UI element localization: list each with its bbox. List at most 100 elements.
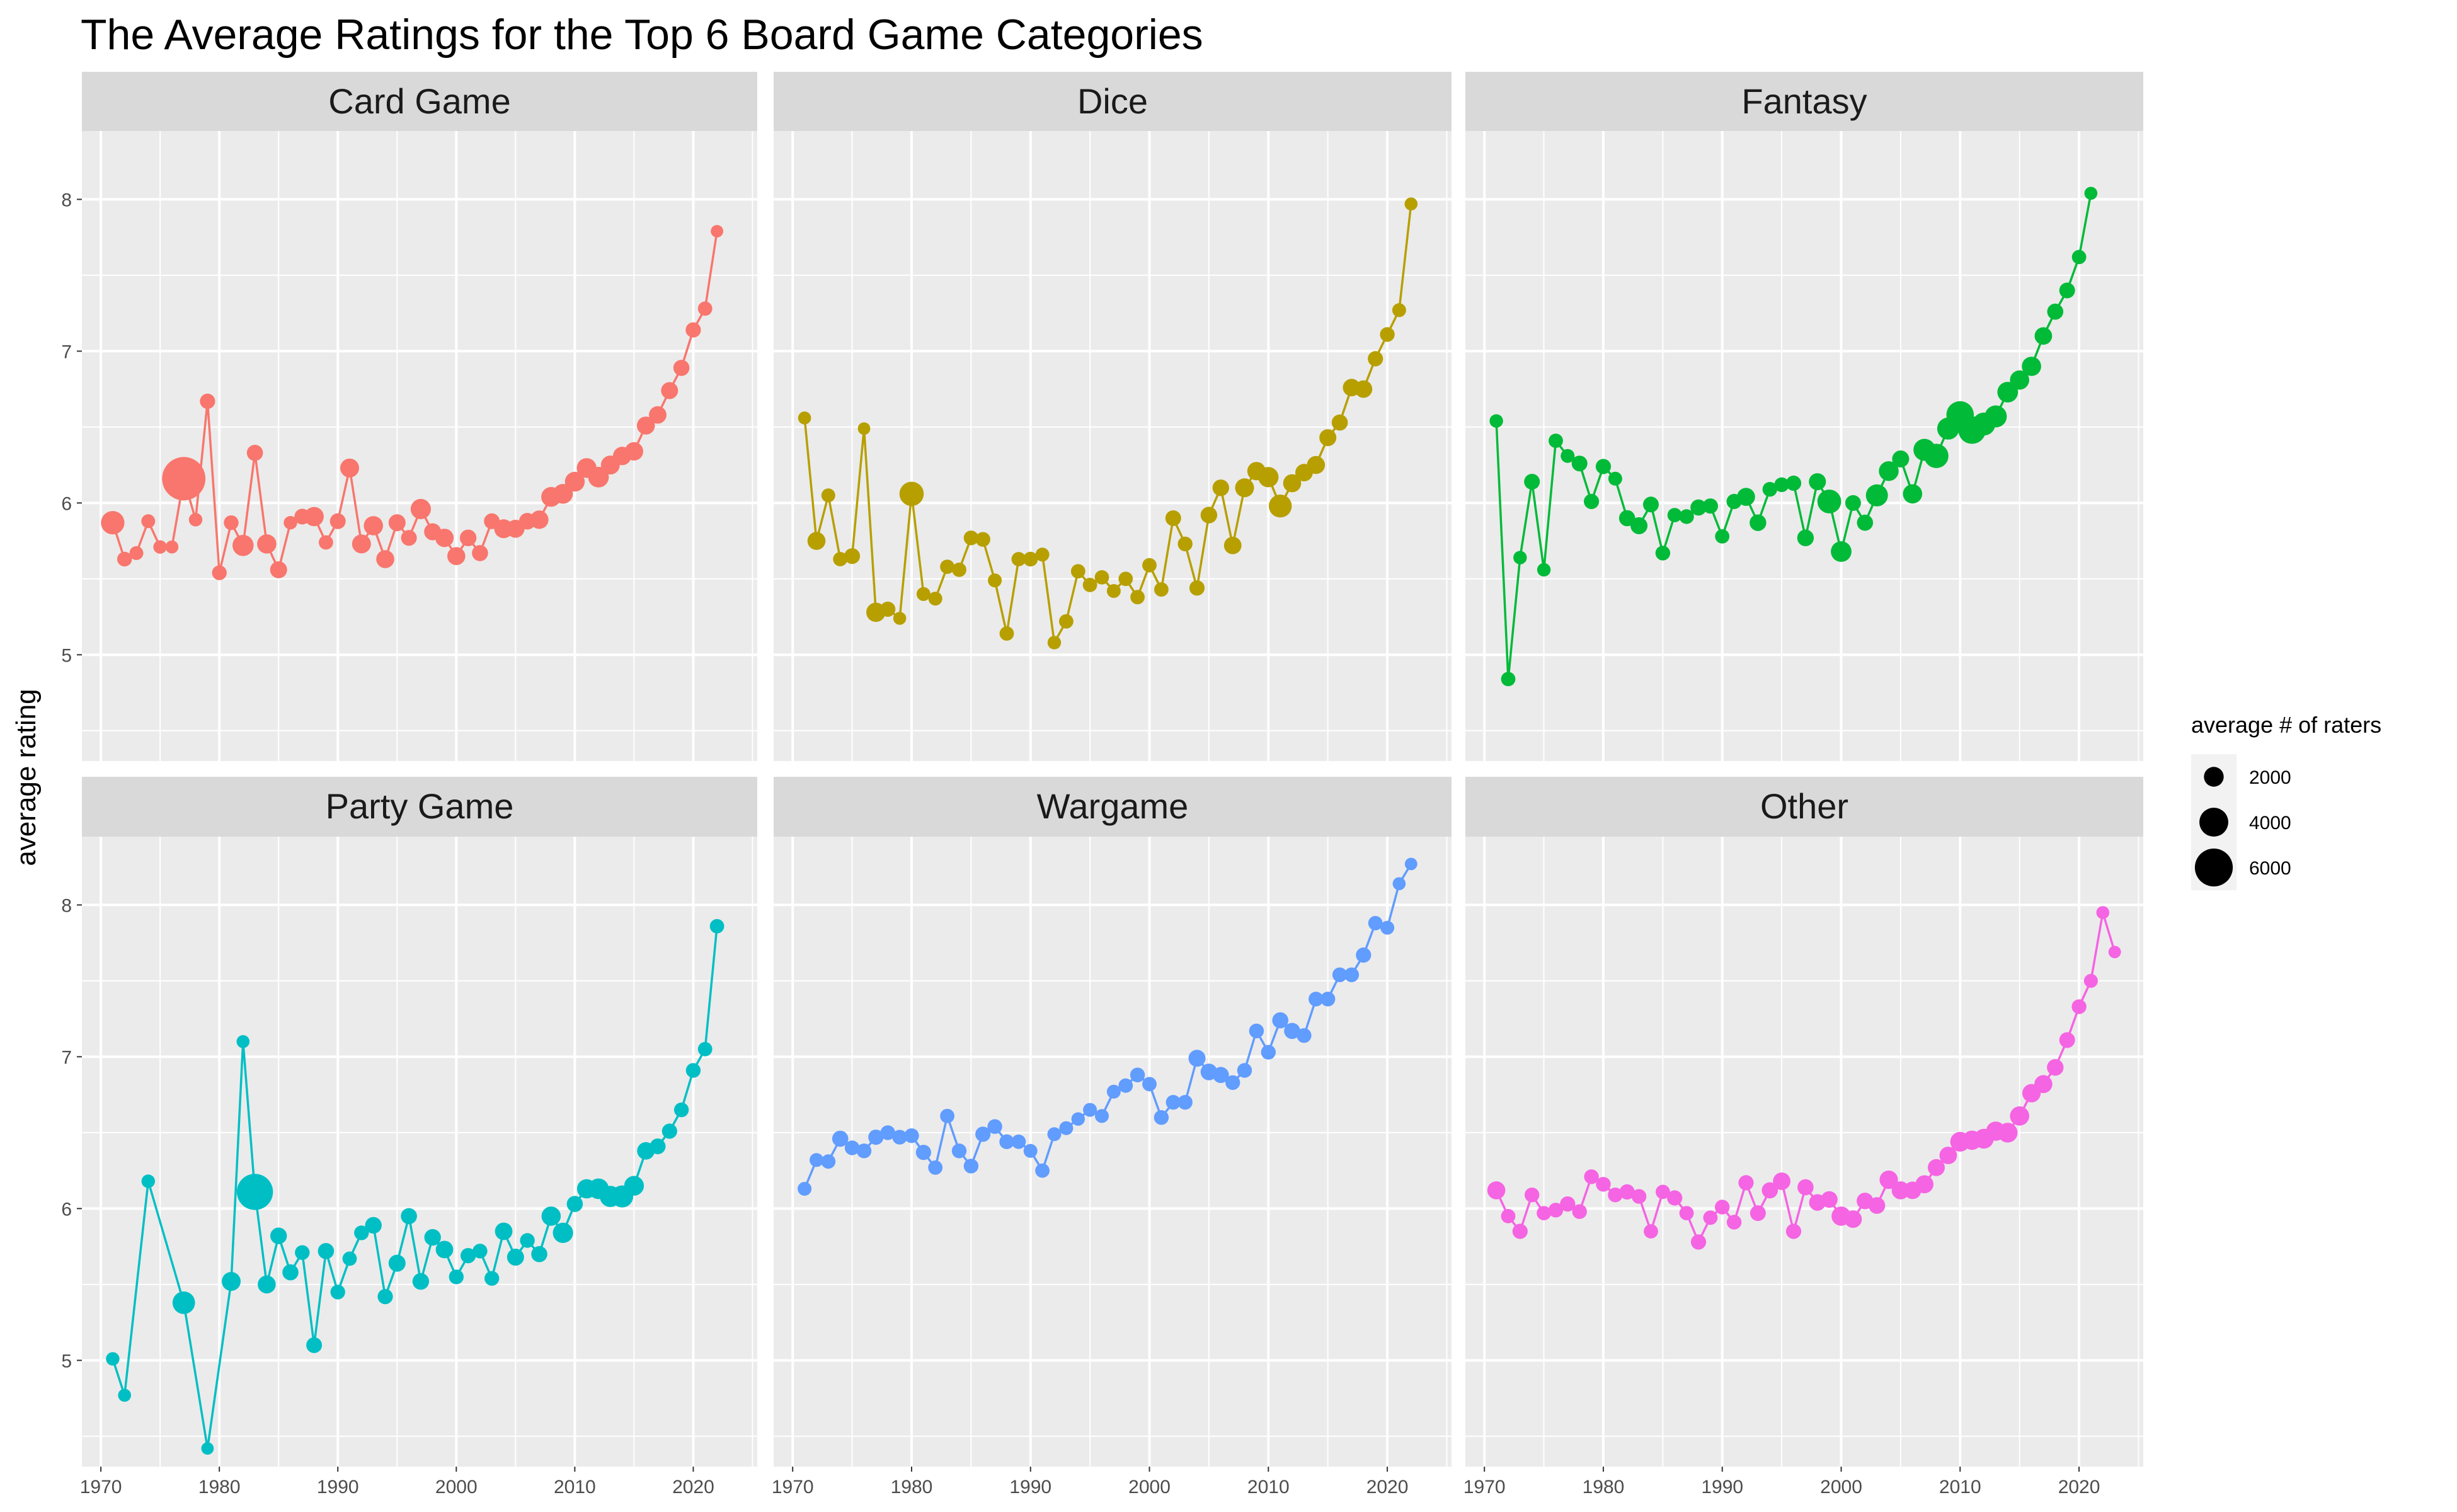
strip-label-other: Other — [1760, 786, 1848, 826]
data-point — [1177, 1095, 1193, 1110]
data-point — [495, 1222, 513, 1240]
data-point — [868, 1130, 884, 1145]
data-point — [1631, 1189, 1647, 1204]
data-point — [1489, 414, 1503, 428]
legend-keys: 2000 4000 6000 — [2191, 754, 2291, 890]
data-point — [661, 382, 679, 399]
data-point — [1774, 477, 1789, 493]
data-point — [200, 393, 215, 410]
data-point — [410, 498, 432, 520]
data-point — [1071, 1112, 1085, 1126]
y-tick-label: 7 — [61, 1047, 72, 1068]
data-point — [388, 514, 406, 532]
data-point — [377, 1289, 393, 1305]
data-point — [810, 1153, 823, 1167]
data-point — [1083, 1102, 1097, 1117]
data-point — [1656, 1184, 1670, 1200]
data-point — [1608, 1188, 1623, 1203]
panel-background-wargame — [774, 837, 1452, 1467]
data-point — [662, 1123, 677, 1139]
data-point — [697, 1041, 713, 1057]
data-point — [1630, 517, 1648, 534]
data-point — [129, 546, 144, 560]
data-point — [1750, 1205, 1766, 1222]
data-point — [117, 551, 132, 567]
data-point — [975, 532, 990, 547]
data-point — [856, 1143, 872, 1159]
data-point — [1309, 992, 1324, 1007]
data-point — [153, 540, 167, 554]
data-point — [1320, 992, 1336, 1007]
data-point — [329, 513, 346, 529]
x-tick-label: 1980 — [198, 1477, 241, 1498]
data-point — [1865, 484, 1888, 507]
data-point — [1235, 478, 1254, 498]
data-point — [940, 559, 954, 574]
data-point — [507, 1249, 524, 1266]
data-point — [807, 532, 826, 550]
data-point — [1106, 1084, 1121, 1099]
data-point — [999, 1134, 1014, 1150]
data-point — [1272, 1012, 1288, 1029]
data-point — [1750, 514, 1767, 531]
data-point — [821, 488, 835, 503]
x-tick-label: 1970 — [772, 1477, 814, 1498]
data-point — [258, 1275, 276, 1294]
data-point — [1023, 1143, 1038, 1158]
data-point — [484, 1271, 500, 1286]
panel-fantasy: Fantasy — [1465, 72, 2143, 761]
data-point — [798, 411, 811, 425]
data-point — [1200, 507, 1218, 524]
y-tick-label: 5 — [61, 1351, 72, 1372]
data-point — [306, 1337, 323, 1353]
data-point — [1915, 1175, 1933, 1194]
data-point — [1512, 1223, 1528, 1239]
data-point — [236, 1174, 273, 1210]
data-point — [1023, 551, 1038, 567]
x-tick-label: 2000 — [1128, 1477, 1171, 1498]
data-point — [1524, 474, 1540, 490]
data-point — [1561, 449, 1575, 463]
x-tick-label: 1980 — [1583, 1477, 1625, 1498]
data-point — [833, 552, 848, 566]
data-point — [1785, 1223, 1802, 1239]
data-point — [553, 1222, 573, 1243]
data-point — [246, 445, 263, 461]
data-point — [1703, 1210, 1718, 1225]
data-point — [1035, 1163, 1050, 1178]
data-point — [1797, 529, 1814, 546]
data-point — [1737, 488, 1755, 506]
data-point — [2096, 906, 2110, 919]
data-point — [988, 573, 1002, 588]
data-point — [1643, 496, 1659, 513]
data-point — [649, 406, 667, 424]
data-point — [892, 1130, 907, 1145]
data-point — [2071, 999, 2087, 1014]
data-point — [447, 547, 466, 565]
data-point — [1319, 429, 1337, 447]
data-point — [1035, 547, 1050, 562]
data-point — [1726, 1215, 1742, 1230]
data-point — [1047, 1127, 1062, 1142]
data-point — [1261, 1045, 1276, 1060]
data-point — [2010, 370, 2029, 390]
data-point — [1584, 1169, 1599, 1184]
data-point — [1773, 1172, 1791, 1190]
x-tick-label: 1970 — [1463, 1477, 1506, 1498]
data-point — [1821, 1191, 1838, 1208]
data-point — [928, 592, 942, 606]
strip-dice — [774, 72, 1452, 131]
data-point — [904, 1128, 919, 1143]
data-point — [1831, 541, 1852, 562]
data-point — [435, 1240, 454, 1259]
data-point — [1667, 1190, 1683, 1206]
x-tick-label: 1980 — [891, 1477, 933, 1498]
y-tick-label: 8 — [61, 190, 72, 210]
data-point — [1269, 495, 1292, 518]
data-point — [342, 1251, 357, 1266]
y-tick-label: 6 — [61, 493, 72, 514]
facet-panels: Card Game 5 6 7 8 Dice Fantasy Party Game 5 6 7 8 19… — [61, 72, 2143, 1498]
data-point — [1690, 1234, 1707, 1250]
data-point — [650, 1138, 666, 1155]
data-point — [1998, 1123, 2018, 1143]
